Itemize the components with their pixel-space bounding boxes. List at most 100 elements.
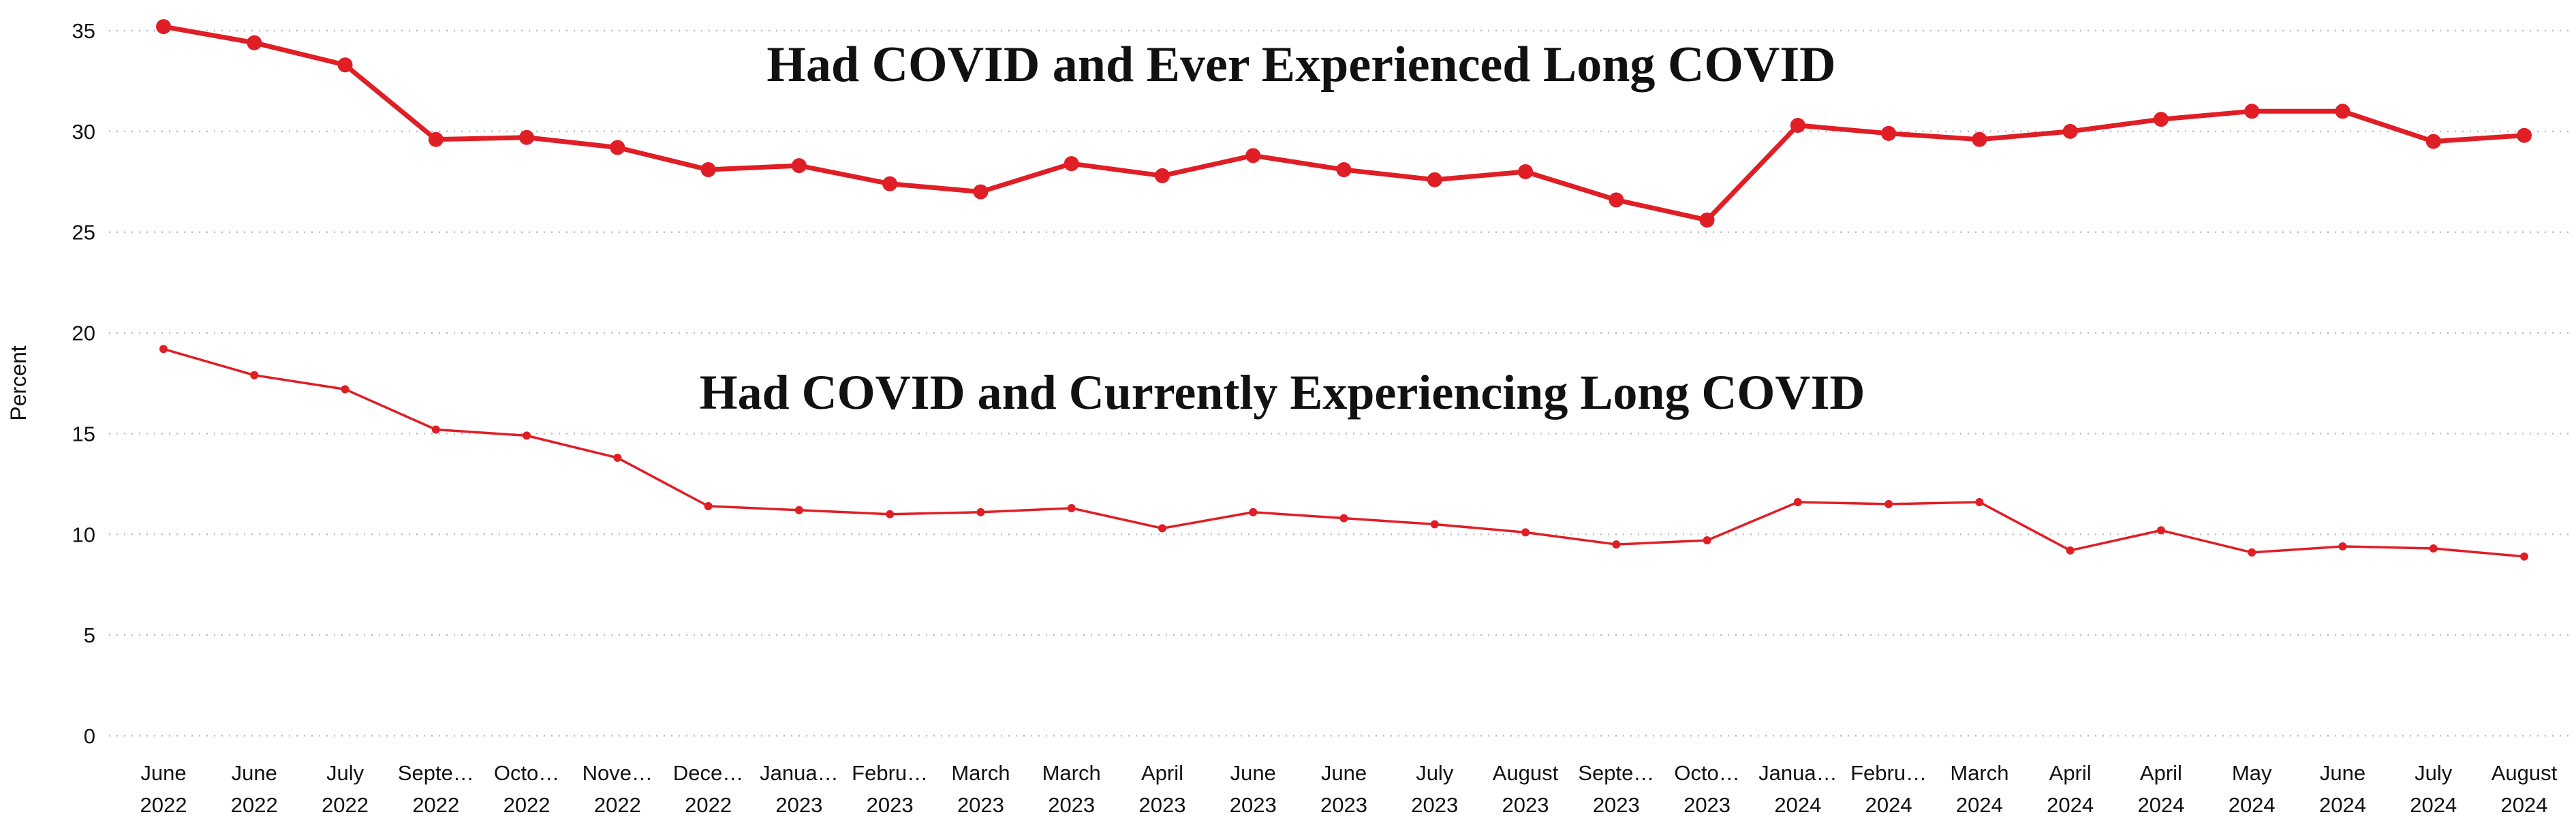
annotation-currently-long-covid: Had COVID and Currently Experiencing Lon… bbox=[699, 365, 1865, 420]
x-tick-label-year: 2023 bbox=[1138, 793, 1185, 817]
data-point-marker bbox=[337, 57, 353, 73]
data-point-marker bbox=[1881, 125, 1897, 141]
data-point-marker bbox=[1430, 520, 1439, 529]
x-tick-label-year: 2022 bbox=[594, 793, 641, 817]
data-point-marker bbox=[2244, 104, 2260, 119]
x-tick-label-year: 2022 bbox=[503, 793, 550, 817]
data-point-marker bbox=[794, 506, 803, 514]
data-point-marker bbox=[1339, 514, 1348, 523]
data-point-marker bbox=[159, 345, 168, 354]
data-point-marker bbox=[1427, 172, 1442, 187]
x-tick-label-year: 2023 bbox=[867, 793, 914, 817]
data-point-marker bbox=[1975, 497, 1984, 506]
data-point-marker bbox=[1609, 192, 1624, 208]
data-point-marker bbox=[2429, 544, 2438, 553]
data-point-marker bbox=[2156, 526, 2165, 535]
x-tick-label-year: 2023 bbox=[775, 793, 822, 817]
data-point-marker bbox=[1249, 508, 1258, 516]
data-point-marker bbox=[1703, 536, 1711, 545]
data-point-marker bbox=[1521, 528, 1530, 537]
x-tick-label-month: April bbox=[2049, 761, 2092, 785]
data-point-marker bbox=[2066, 546, 2075, 555]
data-point-marker bbox=[976, 508, 985, 516]
x-tick-label-month: June bbox=[140, 761, 186, 785]
x-tick-label-year: 2024 bbox=[2319, 793, 2366, 817]
x-tick-label-month: June bbox=[1321, 761, 1367, 785]
x-tick-label-year: 2024 bbox=[2410, 793, 2457, 817]
data-point-marker bbox=[523, 431, 531, 440]
x-tick-label-year: 2022 bbox=[322, 793, 369, 817]
data-point-marker bbox=[1790, 117, 1805, 133]
x-tick-label-month: Octo… bbox=[494, 761, 559, 785]
data-point-marker bbox=[1245, 148, 1261, 164]
x-tick-label-year: 2024 bbox=[2047, 793, 2094, 817]
x-tick-label-year: 2024 bbox=[2501, 793, 2548, 817]
x-tick-label-month: April bbox=[1141, 761, 1183, 785]
data-point-marker bbox=[156, 19, 171, 35]
x-axis-tick-labels: June 2022 June 2022 July 2022 Septe… 2022 Octo… 2… bbox=[140, 761, 2558, 817]
data-point-marker bbox=[882, 176, 898, 191]
y-tick-label: 10 bbox=[72, 523, 95, 546]
data-point-marker bbox=[2338, 542, 2347, 551]
data-point-marker bbox=[610, 140, 625, 155]
data-point-marker bbox=[2517, 127, 2532, 143]
data-point-marker bbox=[1336, 162, 1352, 178]
x-tick-label-month: April bbox=[2140, 761, 2182, 785]
x-tick-label-month: Febru… bbox=[852, 761, 928, 785]
data-point-marker bbox=[2062, 123, 2078, 139]
data-point-marker bbox=[1612, 540, 1621, 549]
x-tick-label-year: 2022 bbox=[231, 793, 278, 817]
y-tick-label: 15 bbox=[72, 422, 95, 446]
x-tick-label-year: 2023 bbox=[1593, 793, 1640, 817]
x-tick-label-month: August bbox=[1493, 761, 1559, 785]
series-1 bbox=[159, 345, 2528, 561]
x-tick-label-year: 2023 bbox=[1230, 793, 1277, 817]
data-point-marker bbox=[519, 129, 535, 145]
x-tick-label-year: 2022 bbox=[685, 793, 732, 817]
x-tick-label-month: Janua… bbox=[1758, 761, 1837, 785]
data-point-marker bbox=[1067, 503, 1076, 512]
data-point-marker bbox=[247, 35, 262, 50]
x-tick-label-month: Febru… bbox=[1850, 761, 1927, 785]
data-point-marker bbox=[1158, 524, 1166, 533]
x-tick-label-year: 2023 bbox=[1683, 793, 1731, 817]
x-tick-label-month: June bbox=[232, 761, 277, 785]
y-axis-tick-labels: 0 5 10 15 20 25 30 35 bbox=[72, 19, 95, 748]
y-tick-label: 5 bbox=[84, 623, 95, 647]
x-tick-label-month: March bbox=[1042, 761, 1101, 785]
y-tick-label: 30 bbox=[72, 120, 95, 144]
data-point-marker bbox=[1064, 156, 1079, 172]
data-point-marker bbox=[1793, 497, 1802, 506]
gridlines bbox=[109, 29, 2569, 737]
x-tick-label-month: May bbox=[2232, 761, 2272, 785]
data-point-marker bbox=[613, 453, 622, 462]
x-tick-label-month: July bbox=[2415, 761, 2453, 785]
x-tick-label-month: Janua… bbox=[760, 761, 838, 785]
data-point-marker bbox=[886, 510, 895, 518]
x-tick-label-year: 2024 bbox=[2137, 793, 2184, 817]
annotation-ever-long-covid: Had COVID and Ever Experienced Long COVI… bbox=[766, 37, 1836, 93]
data-point-marker bbox=[2248, 548, 2256, 557]
x-tick-label-month: Septe… bbox=[398, 761, 474, 785]
data-point-marker bbox=[1154, 168, 1170, 183]
x-tick-label-month: Octo… bbox=[1674, 761, 1739, 785]
data-point-marker bbox=[2335, 104, 2350, 119]
y-tick-label: 35 bbox=[72, 19, 95, 43]
data-point-marker bbox=[1699, 212, 1715, 228]
x-tick-label-year: 2024 bbox=[2229, 793, 2276, 817]
x-tick-label-year: 2024 bbox=[1774, 793, 1821, 817]
x-tick-label-year: 2023 bbox=[957, 793, 1004, 817]
data-point-marker bbox=[2153, 112, 2169, 127]
x-tick-label-year: 2023 bbox=[1502, 793, 1549, 817]
x-tick-label-year: 2022 bbox=[140, 793, 187, 817]
x-tick-label-year: 2022 bbox=[412, 793, 459, 817]
y-tick-label: 0 bbox=[84, 724, 95, 748]
x-tick-label-month: March bbox=[951, 761, 1010, 785]
y-tick-label: 20 bbox=[72, 322, 95, 345]
data-point-marker bbox=[2425, 134, 2441, 149]
data-point-marker bbox=[250, 371, 259, 379]
data-point-marker bbox=[791, 158, 807, 174]
x-tick-label-month: June bbox=[1230, 761, 1276, 785]
